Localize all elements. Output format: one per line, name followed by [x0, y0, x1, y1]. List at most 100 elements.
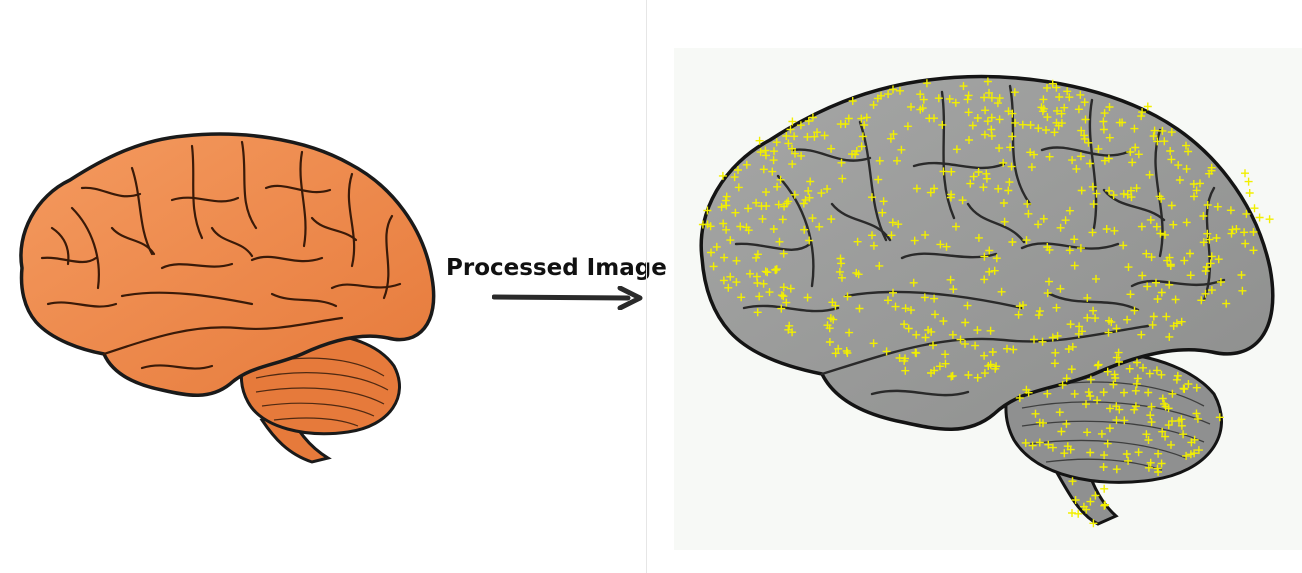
- keypoint-marker: [997, 287, 1006, 296]
- keypoint-marker: [843, 292, 852, 301]
- keypoint-marker: [1130, 306, 1139, 315]
- keypoint-marker: [788, 160, 797, 169]
- keypoint-marker: [909, 278, 918, 287]
- keypoint-marker: [800, 225, 809, 234]
- keypoint-marker: [799, 199, 808, 208]
- keypoint-marker: [894, 220, 903, 229]
- keypoint-marker: [777, 304, 786, 313]
- keypoint-marker: [1077, 186, 1086, 195]
- keypoint-marker: [753, 250, 762, 259]
- keypoint-marker: [744, 204, 753, 213]
- keypoint-marker: [961, 318, 970, 327]
- keypoint-marker: [806, 177, 815, 186]
- keypoint-marker: [1070, 235, 1079, 244]
- keypoint-marker: [771, 266, 780, 275]
- keypoint-marker: [1153, 137, 1162, 146]
- keypoint-marker: [1192, 186, 1201, 195]
- keypoint-marker: [768, 167, 777, 176]
- keypoint-marker: [1143, 102, 1152, 111]
- keypoint-marker: [762, 151, 770, 160]
- keypoint-marker: [1186, 271, 1195, 280]
- keypoint-marker: [1022, 385, 1031, 394]
- keypoint-marker: [1076, 152, 1085, 161]
- keypoint-marker: [1205, 235, 1214, 244]
- keypoint-marker: [974, 168, 983, 176]
- keypoint-marker: [1215, 413, 1224, 422]
- keypoint-marker: [1043, 289, 1052, 298]
- keypoint-marker: [753, 308, 762, 317]
- keypoint-marker: [835, 267, 844, 276]
- keypoint-marker: [1227, 229, 1236, 238]
- keypoint-marker: [1103, 367, 1112, 376]
- keypoint-marker: [873, 94, 882, 103]
- keypoint-marker: [1015, 302, 1024, 311]
- keypoint-marker: [973, 114, 982, 122]
- keypoint-marker: [948, 371, 957, 380]
- keypoint-marker: [1063, 442, 1072, 451]
- keypoint-marker: [1167, 201, 1176, 210]
- keypoint-marker: [1120, 416, 1129, 425]
- keypoint-marker: [1050, 128, 1059, 137]
- keypoint-marker: [857, 114, 866, 123]
- keypoint-marker: [987, 113, 996, 122]
- keypoint-marker: [951, 98, 960, 107]
- keypoint-marker: [1023, 199, 1032, 208]
- keypoint-marker: [1177, 317, 1186, 326]
- keypoint-marker: [774, 200, 783, 209]
- keypoint-marker: [1052, 83, 1061, 92]
- keypoint-marker: [1241, 169, 1249, 178]
- keypoint-marker: [1074, 105, 1083, 114]
- keypoint-marker: [1103, 439, 1112, 448]
- keypoint-marker: [1039, 419, 1047, 428]
- keypoint-marker: [1110, 226, 1119, 235]
- keypoint-marker: [778, 215, 787, 224]
- keypoint-marker: [1148, 320, 1157, 329]
- keypoint-marker: [797, 151, 806, 160]
- keypoint-marker: [719, 219, 728, 228]
- keypoint-marker: [1207, 286, 1216, 295]
- keypoint-marker: [1099, 463, 1108, 471]
- keypoint-marker: [1021, 438, 1030, 447]
- keypoint-marker: [1190, 449, 1199, 458]
- keypoint-marker: [1112, 324, 1121, 333]
- keypoint-marker: [1030, 150, 1038, 159]
- keypoint-marker: [1134, 150, 1143, 159]
- keypoint-marker: [784, 139, 793, 148]
- keypoint-marker: [1076, 90, 1085, 99]
- keypoint-marker: [891, 302, 900, 311]
- keypoint-marker: [1199, 238, 1208, 247]
- keypoint-marker: [930, 294, 939, 303]
- keypoint-marker: [780, 202, 789, 211]
- keypoint-marker: [826, 314, 835, 323]
- keypoint-marker: [983, 77, 992, 86]
- keypoint-marker: [1068, 156, 1077, 165]
- keypoint-marker: [1015, 393, 1024, 402]
- keypoint-marker: [1142, 249, 1151, 258]
- keypoint-marker: [1112, 416, 1121, 425]
- keypoint-marker: [1250, 204, 1259, 213]
- keypoint-marker: [934, 94, 943, 103]
- keypoint-marker: [999, 158, 1008, 167]
- keypoint-marker: [1207, 252, 1216, 261]
- keypoint-marker: [941, 350, 950, 359]
- keypoint-marker: [935, 362, 944, 371]
- keypoint-marker: [1203, 201, 1212, 209]
- keypoint-marker: [857, 142, 866, 151]
- keypoint-marker: [782, 298, 791, 307]
- keypoint-marker: [964, 91, 973, 100]
- keypoint-marker: [1212, 234, 1221, 242]
- keypoint-marker: [769, 156, 778, 165]
- keypoint-marker: [1074, 329, 1083, 338]
- keypoint-marker: [963, 95, 972, 104]
- keypoint-marker: [703, 220, 712, 229]
- keypoint-marker: [722, 201, 731, 210]
- keypoint-marker: [843, 349, 852, 357]
- keypoint-marker: [1130, 124, 1139, 133]
- keypoint-marker: [765, 288, 774, 297]
- keypoint-marker: [831, 349, 840, 358]
- keypoint-marker: [1060, 449, 1069, 458]
- keypoint-marker: [1056, 223, 1065, 232]
- keypoint-marker: [1197, 296, 1206, 305]
- processed-brain-illustration: [698, 74, 1275, 528]
- keypoint-marker: [1101, 500, 1110, 509]
